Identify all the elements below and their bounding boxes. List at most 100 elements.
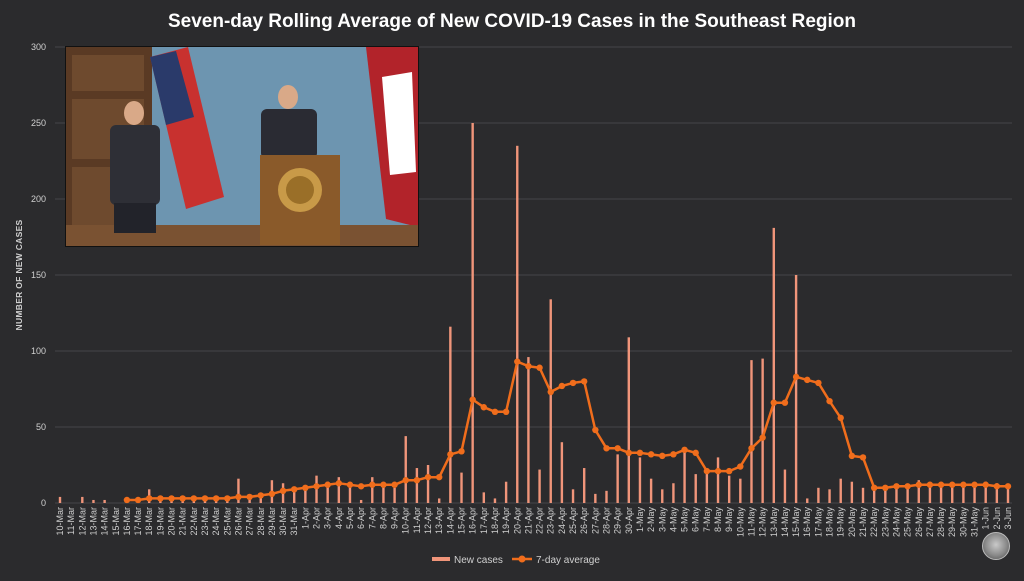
- bar-new-cases: [661, 489, 664, 503]
- bar-new-cases: [951, 484, 954, 503]
- x-tick-label: 11-Apr: [412, 507, 422, 533]
- x-tick-label: 26-Apr: [579, 507, 589, 534]
- bar-new-cases: [828, 489, 831, 503]
- point-7-day-average: [770, 399, 777, 406]
- bar-new-cases: [237, 478, 240, 503]
- bar-new-cases: [716, 457, 720, 503]
- bar-new-cases: [81, 496, 84, 503]
- x-tick-label: 6-May: [691, 507, 701, 533]
- bar-new-cases: [739, 478, 742, 503]
- point-7-day-average: [357, 483, 365, 490]
- point-7-day-average: [380, 481, 387, 488]
- bar-new-cases: [92, 499, 95, 503]
- bar-new-cases: [438, 498, 441, 503]
- bar-new-cases: [984, 481, 987, 503]
- bar-new-cases: [426, 465, 430, 503]
- point-7-day-average: [235, 493, 242, 501]
- point-7-day-average: [458, 448, 465, 455]
- x-tick-label: 17-May: [813, 507, 823, 538]
- x-tick-label: 25-Mar: [222, 507, 232, 536]
- bar-new-cases: [449, 326, 452, 503]
- x-tick-label: 1-Jun: [981, 507, 991, 530]
- bar-new-cases: [761, 358, 764, 503]
- state-seal-icon: [982, 532, 1010, 560]
- point-7-day-average: [246, 493, 253, 501]
- video-inset: [65, 46, 419, 247]
- y-tick-label: 250: [31, 118, 46, 128]
- point-7-day-average: [625, 449, 632, 457]
- bar-new-cases: [293, 490, 296, 503]
- x-tick-label: 28-Mar: [256, 507, 266, 536]
- x-tick-label: 19-Apr: [501, 507, 511, 534]
- x-tick-label: 3-May: [657, 507, 667, 533]
- point-7-day-average: [659, 452, 666, 460]
- point-7-day-average: [681, 446, 688, 453]
- bar-new-cases: [304, 486, 307, 503]
- x-tick-label: 22-May: [869, 507, 879, 538]
- x-tick-label: 20-May: [847, 507, 857, 538]
- point-7-day-average: [848, 452, 856, 460]
- bar-new-cases: [560, 442, 564, 503]
- bar-new-cases: [939, 483, 943, 503]
- point-7-day-average: [480, 404, 488, 411]
- x-tick-label: 5-May: [680, 507, 690, 533]
- point-7-day-average: [949, 481, 956, 488]
- x-tick-label: 2-Jun: [992, 507, 1002, 530]
- point-7-day-average: [168, 495, 175, 502]
- point-7-day-average: [1004, 483, 1012, 490]
- point-7-day-average: [603, 445, 610, 452]
- x-tick-label: 13-May: [769, 507, 779, 538]
- point-7-day-average: [870, 484, 878, 491]
- y-tick-label: 200: [31, 194, 46, 204]
- point-7-day-average: [592, 426, 599, 434]
- bar-new-cases: [727, 475, 731, 503]
- point-7-day-average: [291, 486, 298, 493]
- point-7-day-average: [737, 463, 744, 470]
- x-tick-label: 8-Apr: [378, 507, 388, 529]
- x-tick-label: 12-Apr: [423, 507, 433, 534]
- x-tick-label: 18-Mar: [144, 507, 154, 536]
- bar-new-cases: [783, 469, 787, 503]
- bar-new-cases: [884, 489, 887, 503]
- x-tick-label: 12-May: [758, 507, 768, 538]
- bar-new-cases: [371, 477, 374, 503]
- point-7-day-average: [257, 492, 264, 499]
- x-tick-label: 4-Apr: [334, 507, 344, 529]
- x-tick-label: 9-May: [724, 507, 734, 533]
- x-tick-label: 28-Apr: [602, 507, 612, 534]
- bar-new-cases: [337, 477, 341, 503]
- point-7-day-average: [212, 495, 220, 502]
- x-tick-label: 7-May: [702, 507, 712, 533]
- x-tick-label: 10-May: [735, 507, 745, 538]
- point-7-day-average: [402, 477, 409, 484]
- point-7-day-average: [725, 467, 733, 475]
- x-tick-label: 2-Apr: [312, 507, 322, 529]
- legend: New cases 7-day average: [432, 555, 600, 566]
- bar-new-cases: [493, 498, 497, 503]
- press-conference-image: [66, 47, 418, 246]
- bar-new-cases: [582, 468, 586, 503]
- bar-new-cases: [504, 481, 508, 503]
- bar-new-cases: [58, 496, 62, 503]
- x-tick-label: 23-Mar: [200, 507, 210, 536]
- point-7-day-average: [714, 467, 722, 475]
- bar-new-cases: [605, 490, 608, 503]
- x-tick-label: 16-Apr: [468, 507, 478, 534]
- bar-new-cases: [594, 493, 597, 503]
- line-7-day-average-path: [126, 360, 1008, 502]
- x-tick-label: 28-May: [936, 507, 946, 538]
- bar-new-cases: [850, 481, 854, 503]
- bar-new-cases: [694, 474, 697, 503]
- y-axis-ticks: 0 50 100 150 200 250 300: [31, 42, 46, 508]
- bar-new-cases: [806, 498, 809, 503]
- x-tick-label: 25-Apr: [568, 507, 578, 534]
- point-7-day-average: [982, 481, 989, 488]
- point-7-day-average: [346, 481, 354, 488]
- x-tick-label: 9-Apr: [390, 507, 400, 529]
- x-tick-label: 19-May: [836, 507, 846, 538]
- x-tick-label: 20-Apr: [512, 507, 522, 534]
- y-axis-label: NUMBER OF NEW CASES: [14, 219, 24, 330]
- bar-new-cases: [672, 483, 675, 503]
- point-7-day-average: [815, 379, 822, 387]
